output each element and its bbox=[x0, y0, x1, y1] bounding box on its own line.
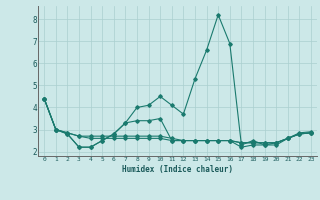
X-axis label: Humidex (Indice chaleur): Humidex (Indice chaleur) bbox=[122, 165, 233, 174]
